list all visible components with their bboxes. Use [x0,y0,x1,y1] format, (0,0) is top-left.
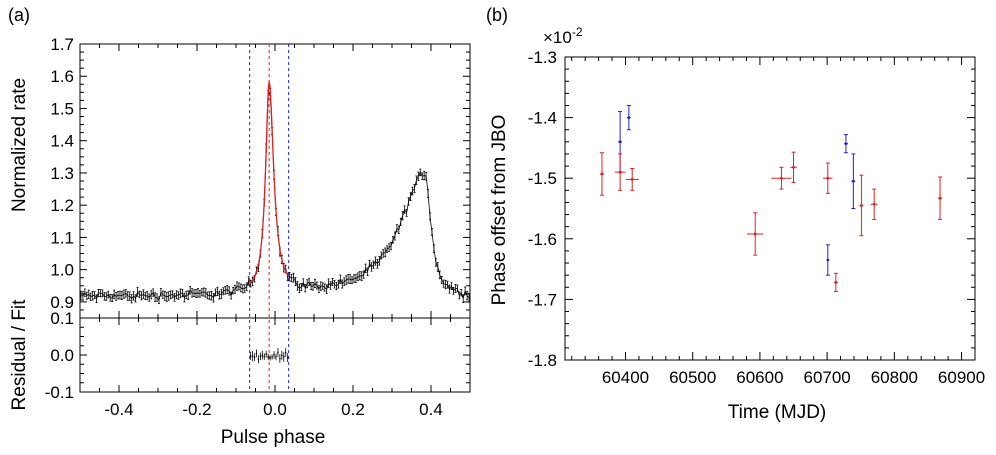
residual-point [286,356,289,359]
residual-point [261,354,264,357]
residual-point [277,351,279,354]
y-tick-label-b: -1.3 [528,48,557,67]
y-tick-label: 1.1 [50,228,74,247]
x-tick-label-b: 60500 [669,368,716,387]
red-data-point [599,152,604,196]
residual-y-tick-label: 0.0 [50,346,74,365]
y-tick-label: 1.4 [50,132,74,151]
y-tick-label-b: -1.8 [528,351,557,370]
point-marker [792,165,795,169]
point-marker [938,196,942,200]
red-data-point [833,272,838,293]
point-marker [618,140,622,144]
blue-data-point [851,153,856,209]
y-tick-label: 1.3 [50,164,74,183]
residual-plot: -0.4 -0.2 0.0 0.2 0.4 -0.1 0.0 0.1 [45,309,471,419]
residual-point [257,358,260,361]
red-data-point [938,176,943,220]
residual-point [267,356,269,358]
y-tick-label: 1.5 [50,99,74,118]
panel-b: (b) 60400 60500 60600 60700 60800 60900 -1.8 -1… [486,5,985,423]
profile-plot: 0.9 1.0 1.1 1.2 1.3 1.4 1.5 1.6 1.7 [50,35,471,392]
y-axis-label-b: Phase offset from JBO [489,115,510,306]
x-tick-label: 0.0 [263,400,287,419]
residual-point [275,356,277,358]
point-marker [844,142,848,146]
y-tick-label-b: -1.5 [528,169,557,188]
red-data-point [790,151,797,183]
x-axis-label-b: Time (MJD) [728,402,827,423]
residual-point [281,354,283,357]
residual-point [253,356,256,359]
x-tick-label: 0.2 [341,400,365,419]
residual-point [263,355,266,358]
panel-b-label: (b) [486,5,508,25]
panel-a-label: (a) [8,5,30,25]
red-data-point [614,153,626,191]
phase-offset-plot: 60400 60500 60600 60700 60800 60900 -1.8 -1.7 -1… [528,48,985,387]
x-tick-label: -0.2 [182,400,211,419]
point-marker [630,178,634,181]
panel-a: (a) 0.9 1.0 1.1 1.2 1.3 1.4 1.5 1.6 1.7 -0.4 -0.2… [8,5,471,448]
residual-point [249,355,252,357]
red-data-point [625,168,639,191]
point-marker [627,116,631,119]
x-tick-label-b: 60800 [871,368,918,387]
red-data-point [747,212,764,256]
point-marker [826,176,830,180]
red-data-point [870,188,878,220]
point-marker [600,172,604,176]
red-data-point [823,162,833,194]
residual-point [265,353,268,356]
residual-y-tick-label: -0.1 [45,383,74,402]
x-axis-label: Pulse phase [221,427,326,448]
y-tick-label: 1.6 [50,67,74,86]
residual-point [255,352,258,355]
phase-offset-plot-frame [564,56,976,361]
x-tick-label: -0.4 [104,400,133,419]
residual-point [273,354,275,356]
profile-plot-frame [79,43,471,319]
red-data-point [859,174,864,237]
blue-data-point [843,134,848,154]
fit-line [249,81,290,285]
residual-point [259,355,262,358]
point-marker [753,232,757,236]
residual-point [279,357,281,360]
y-tick-label: 1.2 [50,196,74,215]
y-tick-label-b: -1.6 [528,230,557,249]
point-marker [780,176,783,180]
blue-data-point [626,104,631,131]
point-marker [851,179,855,183]
residual-plot-frame [79,317,471,393]
residual-point [271,356,273,358]
x-tick-label-b: 60900 [938,368,985,387]
point-marker [860,204,863,207]
residual-point [251,355,254,357]
point-marker [826,258,830,262]
residual-point [282,356,285,358]
x-tick-label-b: 60700 [803,368,850,387]
y-tick-label: 1.0 [50,261,74,280]
y-tick-label-b: -1.7 [528,290,557,309]
y-axis-label: Normalized rate [9,78,30,212]
red-data-point [771,166,792,190]
blue-data-point [825,244,830,276]
residual-point [269,357,271,359]
point-marker [834,281,838,284]
y-tick-label: 1.7 [50,35,74,54]
point-marker [618,170,622,174]
residual-point [284,351,287,354]
x-tick-label-b: 60400 [602,368,649,387]
residual-y-tick-label: 0.1 [50,309,74,328]
x-tick-label: 0.4 [419,400,443,419]
y-tick-label: 0.9 [50,293,74,312]
residual-y-axis-label: Residual / Fit [9,299,30,411]
y-tick-label-b: -1.4 [528,109,557,128]
y-multiplier: ×10-2 [543,25,583,47]
point-marker [872,202,876,206]
x-tick-label-b: 60600 [736,368,783,387]
